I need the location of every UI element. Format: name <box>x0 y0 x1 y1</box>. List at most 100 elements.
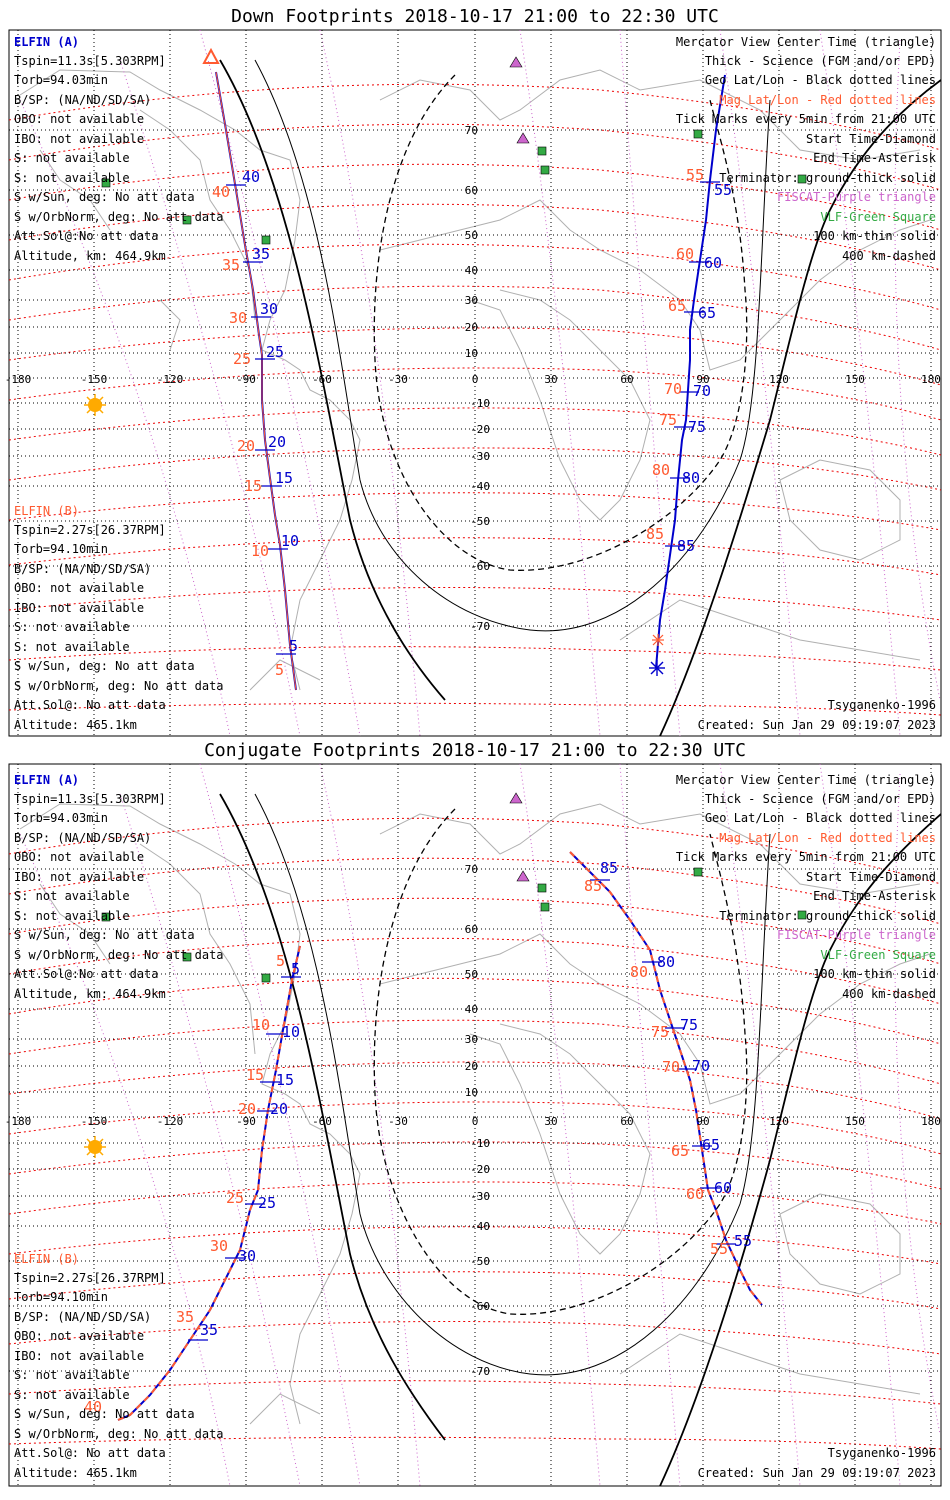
track-labels-east: 85 80 75 70 65 60 55 85 80 75 70 65 60 5… <box>584 859 752 1258</box>
elfin-a-time-label: 10 <box>281 532 299 550</box>
end-asterisk <box>649 660 665 676</box>
terminator-lines <box>219 793 941 1486</box>
elfin-b-time-label: 40 <box>84 1398 102 1416</box>
info-line: IBO: not available <box>14 132 144 146</box>
info-line: B/SP: (NA/ND/SD/SA) <box>14 1310 151 1324</box>
lat-label: 40 <box>465 1003 478 1016</box>
lon-label: 90 <box>696 373 709 386</box>
info-line: OBO: not available <box>14 1329 144 1343</box>
info-line: S w/OrbNorm, deg: No att data <box>14 210 224 224</box>
lat-label: -60 <box>470 1300 490 1313</box>
info-line: S w/OrbNorm, deg: No att data <box>14 1427 224 1441</box>
info-line: OBO: not available <box>14 112 144 126</box>
legend-item: Mag Lat/Lon - Red dotted lines <box>719 831 936 845</box>
info-line: S w/Sun, deg: No att data <box>14 659 195 673</box>
elfin-b-time-label: 10 <box>251 542 269 560</box>
elfin-b-time-label: 15 <box>244 477 262 495</box>
panel-title: Down Footprints 2018-10-17 21:00 to 22:3… <box>231 6 719 27</box>
geo-grid <box>9 764 941 1486</box>
info-line: Att.Sol@: No att data <box>14 1446 166 1460</box>
lat-label: 20 <box>465 321 478 334</box>
legend-item: Thick - Science (FGM and/or EPD) <box>705 54 936 68</box>
info-line: Torb=94.10min <box>14 1290 108 1304</box>
elfin-b-time-label: 70 <box>662 1058 680 1076</box>
info-line: S w/OrbNorm, deg: No att data <box>14 948 224 962</box>
info-line: S w/Sun, deg: No att data <box>14 1407 195 1421</box>
elfin-b-track-west <box>215 71 297 691</box>
elfin-b-time-label: 75 <box>659 411 677 429</box>
info-line: B/SP: (NA/ND/SD/SA) <box>14 562 151 576</box>
elfin-a-time-label: 15 <box>276 1071 294 1089</box>
lat-label: -30 <box>470 1190 490 1203</box>
elfin-b-time-label: 35 <box>222 256 240 274</box>
elfin-b-time-label: 80 <box>630 963 648 981</box>
info-line: B/SP: (NA/ND/SD/SA) <box>14 831 151 845</box>
elfin-b-track-west <box>117 945 301 1421</box>
sun-rays-icon <box>84 394 106 416</box>
elfin-b-time-label: 65 <box>668 297 686 315</box>
start-diamond <box>652 634 664 646</box>
info-line: OBO: not available <box>14 581 144 595</box>
legend-item: Tick Marks every 5min from 21:00 UTC <box>676 850 936 864</box>
legend-item: End Time-Asterisk <box>813 151 937 165</box>
info-line: IBO: not available <box>14 1349 144 1363</box>
lat-label: -50 <box>470 1255 490 1268</box>
elfin-a-time-label: 75 <box>688 418 706 436</box>
lat-label: -30 <box>470 450 490 463</box>
lat-label: -40 <box>470 1220 490 1233</box>
lat-label: -10 <box>470 1137 490 1150</box>
info-line: S: not available <box>14 889 130 903</box>
elfin-b-time-label: 85 <box>646 525 664 543</box>
info-line: Att.Sol@: No att data <box>14 698 166 712</box>
elfin-a-time-label: 25 <box>258 1194 276 1212</box>
legend-item: Terminator: ground-thick solid <box>719 909 936 923</box>
info-line: Tspin=2.27s[26.37RPM] <box>14 523 166 537</box>
lon-label: 150 <box>845 373 865 386</box>
mercator-center-triangle <box>202 47 220 64</box>
elfin-a-time-label: 80 <box>657 953 675 971</box>
legend-item: Geo Lat/Lon - Black dotted lines <box>705 73 936 87</box>
lon-label: 120 <box>769 373 789 386</box>
lon-label: 30 <box>544 373 557 386</box>
lat-axis-labels: 70 60 50 40 30 20 10 -10 -20 -30 -40 -50… <box>465 124 490 633</box>
elfin-a-time-label: 85 <box>677 537 695 555</box>
elfin-b-time-label: 35 <box>176 1308 194 1326</box>
elfin-a-time-label: 55 <box>734 1232 752 1250</box>
model-label: Tsyganenko-1996 <box>828 698 936 712</box>
tick-marks-east <box>590 879 736 1245</box>
fiscat-marker <box>509 56 523 68</box>
elfin-a-info: ELFIN (A) Tspin=11.3s[5.303RPM] Torb=94.… <box>14 35 224 263</box>
lon-label: 0 <box>472 1115 479 1128</box>
vlf-station-marker <box>261 235 271 245</box>
elfin-b-time-label: 40 <box>212 183 230 201</box>
lat-label: -20 <box>470 1163 490 1176</box>
elfin-a-time-label: 10 <box>282 1023 300 1041</box>
info-line: Torb=94.10min <box>14 542 108 556</box>
stations <box>101 56 807 245</box>
vlf-station-marker <box>101 178 111 188</box>
info-line: Torb=94.03min <box>14 73 108 87</box>
lat-label: 30 <box>465 1033 478 1046</box>
info-line: OBO: not available <box>14 850 144 864</box>
elfin-a-time-label: 30 <box>260 300 278 318</box>
info-line: S w/Sun, deg: No att data <box>14 928 195 942</box>
elfin-b-time-label: 5 <box>275 661 284 679</box>
legend-item: 400 km-dashed <box>842 987 936 1001</box>
elfin-b-time-label: 75 <box>651 1023 669 1041</box>
elfin-b-time-label: 5 <box>276 952 285 970</box>
lat-label: 50 <box>465 229 478 242</box>
legend-item: Tick Marks every 5min from 21:00 UTC <box>676 112 936 126</box>
down-footprints-panel: Down Footprints 2018-10-17 21:00 to 22:3… <box>5 6 942 737</box>
lat-label: 10 <box>465 347 478 360</box>
info-line: S w/OrbNorm, deg: No att data <box>14 679 224 693</box>
conjugate-footprints-panel: Conjugate Footprints 2018-10-17 21:00 to… <box>5 740 942 1487</box>
elfin-a-time-label: 55 <box>714 181 732 199</box>
lat-label: 30 <box>465 294 478 307</box>
vlf-station-marker <box>797 174 807 184</box>
lat-label: -10 <box>470 397 490 410</box>
elfin-a-time-label: 80 <box>682 469 700 487</box>
track-labels-east: 55 60 65 70 75 80 85 55 60 65 70 75 80 8… <box>646 166 732 555</box>
info-line: S w/Sun, deg: No att data <box>14 190 195 204</box>
elfin-a-name: ELFIN (A) <box>14 773 79 787</box>
